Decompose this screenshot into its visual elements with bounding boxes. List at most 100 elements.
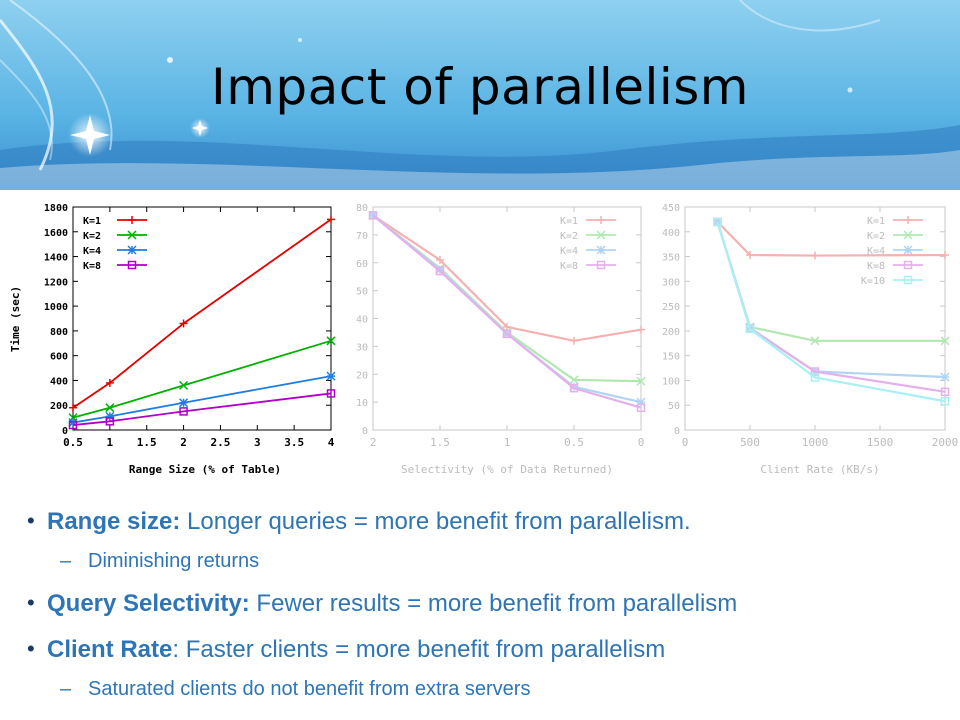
y-tick-label: 400	[662, 228, 680, 239]
y-tick-label: 1200	[44, 277, 68, 288]
data-point	[368, 211, 378, 220]
legend-label: K=4	[867, 246, 885, 257]
y-tick-label: 400	[50, 376, 68, 387]
series-line	[72, 375, 332, 424]
y-tick-label: 0	[674, 426, 680, 437]
y-tick-label: 0	[362, 426, 368, 437]
data-point	[503, 322, 511, 331]
data-point	[435, 266, 445, 276]
series-line	[716, 221, 946, 403]
y-tick-label: 10	[356, 398, 368, 409]
x-tick-label: 1500	[867, 436, 894, 449]
legend-entry: K=8	[560, 260, 616, 272]
chart-range-size: Time (sec) Range Size (% of Table) 0 200 4…	[5, 192, 345, 482]
bullet-label: Client Rate	[47, 636, 173, 663]
legend-entry: K=4	[560, 245, 616, 257]
series-k8	[68, 389, 336, 430]
series-k4	[712, 217, 950, 382]
data-point	[105, 417, 115, 426]
data-point	[636, 376, 646, 386]
legend-label: K=2	[867, 231, 885, 242]
data-point	[105, 411, 115, 421]
series-line	[372, 214, 642, 383]
y-tick-label: 300	[662, 277, 680, 288]
x-tick-label: 1	[107, 436, 114, 449]
bullet-text: : Faster clients = more benefit from par…	[172, 636, 666, 663]
data-point	[941, 251, 949, 260]
data-point	[903, 275, 913, 285]
legend-entry: K=2	[83, 230, 147, 242]
series-k10	[713, 217, 950, 406]
bullet-label: Query Selectivity:	[47, 590, 250, 617]
data-point	[940, 336, 950, 346]
y-tick-label: 50	[356, 287, 368, 298]
data-point	[904, 216, 912, 224]
data-point	[810, 373, 820, 382]
bullet-text: Fewer results = more benefit from parall…	[249, 590, 738, 617]
data-point	[502, 329, 512, 339]
slide-title: Impact of parallelism	[210, 58, 750, 116]
x-tick-label: 1.5	[137, 436, 157, 449]
data-point	[105, 403, 115, 413]
data-point	[569, 383, 579, 393]
data-point	[811, 251, 819, 260]
selectivity-line-chart: Selectivity (% of Data Returned) 0102030…	[356, 203, 646, 476]
data-point	[128, 216, 136, 224]
data-point	[940, 387, 950, 397]
legend-label: K=2	[83, 231, 101, 242]
x-tick-label: 0.5	[564, 436, 584, 449]
y-tick-label: 250	[662, 302, 680, 313]
legend-entry: K=8	[867, 260, 923, 272]
series-k8	[368, 211, 646, 412]
legend-label: K=2	[560, 231, 578, 242]
data-point	[940, 397, 950, 406]
legend-entry: K=8	[83, 260, 147, 272]
legend-entry: K=1	[560, 216, 616, 227]
bullet-label: Range size:	[47, 508, 181, 535]
y-tick-label: 350	[662, 253, 680, 264]
range-size-line-chart: Time (sec) Range Size (% of Table) 0 200 4…	[9, 203, 336, 476]
legend-label: K=8	[560, 261, 578, 272]
data-point	[713, 217, 722, 227]
legend-entry: K=4	[83, 245, 147, 257]
legend-entry: K=2	[867, 230, 923, 242]
data-point	[68, 420, 78, 430]
y-axis-title: Time (sec)	[9, 286, 22, 352]
series-k1	[69, 215, 335, 412]
series-line	[72, 339, 332, 419]
data-point	[597, 216, 605, 224]
y-tick-label: 50	[668, 401, 680, 412]
header-banner	[0, 0, 960, 190]
data-point	[179, 407, 188, 416]
data-point	[746, 251, 754, 260]
y-tick-label: 1800	[44, 203, 68, 214]
bullet-text: Longer queries = more benefit from paral…	[180, 508, 691, 535]
data-point	[596, 260, 606, 270]
x-tick-label: 0	[682, 436, 689, 449]
x-axis-title: Client Rate (KB/s)	[760, 463, 879, 476]
legend-label: K=8	[867, 261, 885, 272]
data-point	[903, 245, 913, 255]
y-tick-label: 800	[50, 327, 68, 338]
data-point	[596, 230, 606, 240]
data-point	[810, 367, 820, 376]
x-tick-label: 1000	[802, 436, 829, 449]
x-tick-label: 3	[254, 436, 261, 449]
x-tick-label: 1	[504, 436, 511, 449]
legend-label: K=1	[83, 216, 101, 227]
y-tick-label: 30	[356, 342, 368, 353]
y-tick-label: 1600	[44, 228, 68, 239]
x-tick-label: 2.5	[210, 436, 230, 449]
bullet-dot-icon: •	[27, 508, 35, 533]
data-point	[326, 371, 336, 381]
data-point	[127, 260, 137, 270]
series-k8	[713, 217, 950, 397]
data-point	[327, 215, 335, 224]
y-tick-label: 100	[662, 376, 680, 387]
series-line	[716, 221, 946, 257]
legend-entry: K=4	[867, 245, 923, 257]
data-point	[326, 389, 336, 398]
data-point	[810, 336, 820, 346]
x-tick-label: 2	[370, 436, 377, 449]
legend-label: K=8	[83, 261, 101, 272]
